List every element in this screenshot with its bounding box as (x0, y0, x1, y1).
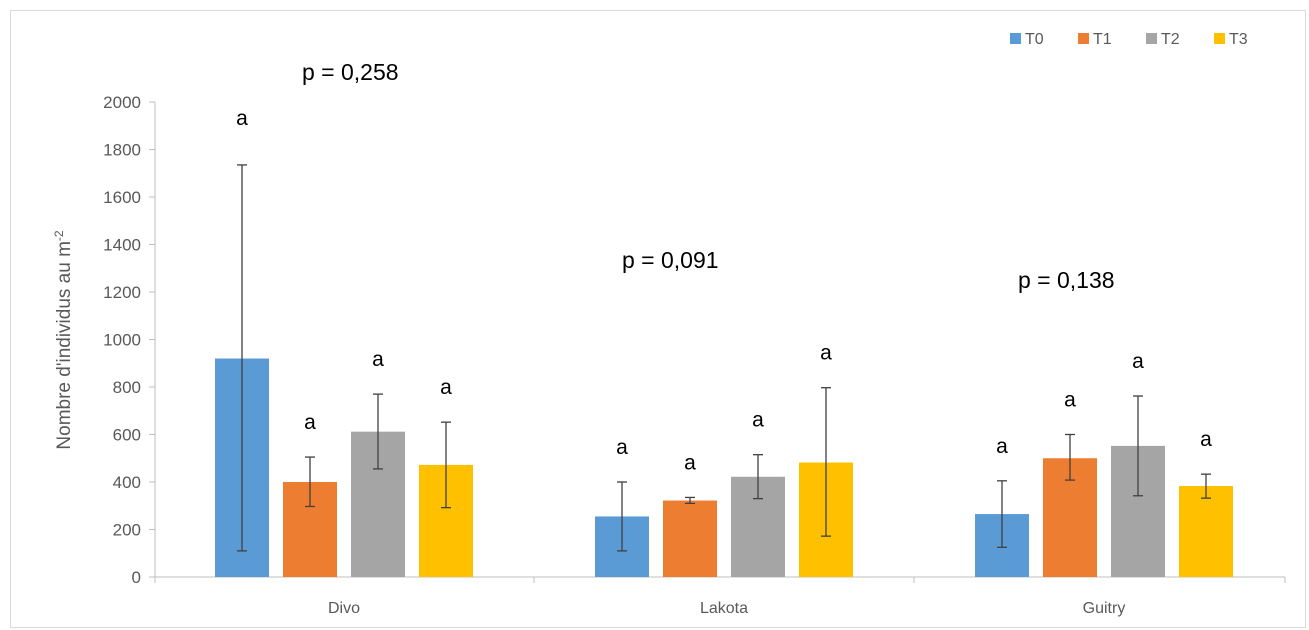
significance-letter: a (616, 436, 628, 459)
significance-letter: a (236, 107, 248, 130)
significance-letter: a (684, 451, 696, 474)
x-tick-label: Guitry (1083, 600, 1126, 617)
y-tick-label: 1800 (103, 141, 141, 160)
significance-letter: a (752, 409, 764, 432)
significance-letter: a (304, 411, 316, 434)
legend-label-t2: T2 (1161, 31, 1180, 48)
p-value-label: p = 0,091 (622, 247, 719, 273)
significance-letter: a (440, 376, 452, 399)
legend-label-t0: T0 (1025, 31, 1044, 48)
y-tick-label: 800 (113, 378, 141, 397)
x-tick-label: Lakota (700, 600, 748, 617)
y-tick-label: 600 (113, 426, 141, 445)
bar-t3-guitry (1179, 486, 1233, 577)
significance-letter: a (1064, 389, 1076, 412)
significance-letter: a (820, 342, 832, 365)
bar-t1-lakota (663, 500, 717, 577)
y-tick-label: 1000 (103, 331, 141, 350)
legend-label-t3: T3 (1229, 31, 1248, 48)
y-tick-label: 400 (113, 473, 141, 492)
significance-letter: a (1200, 428, 1212, 451)
y-tick-label: 200 (113, 521, 141, 540)
y-tick-label: 1200 (103, 283, 141, 302)
legend-swatch-t0 (1010, 33, 1021, 44)
p-value-label: p = 0,258 (302, 59, 399, 85)
x-tick-label: Divo (328, 600, 360, 617)
y-tick-label: 0 (132, 568, 141, 587)
y-tick-label: 2000 (103, 93, 141, 112)
significance-letter: a (996, 435, 1008, 458)
y-tick-label: 1400 (103, 236, 141, 255)
significance-letter: a (1132, 350, 1144, 373)
legend-swatch-t3 (1214, 33, 1225, 44)
significance-letter: a (372, 348, 384, 371)
y-axis-title: Nombre d'individus au m-2 (52, 230, 75, 449)
legend-swatch-t2 (1146, 33, 1157, 44)
legend-label-t1: T1 (1093, 31, 1112, 48)
p-value-label: p = 0,138 (1018, 267, 1115, 293)
y-tick-label: 1600 (103, 188, 141, 207)
legend-swatch-t1 (1078, 33, 1089, 44)
